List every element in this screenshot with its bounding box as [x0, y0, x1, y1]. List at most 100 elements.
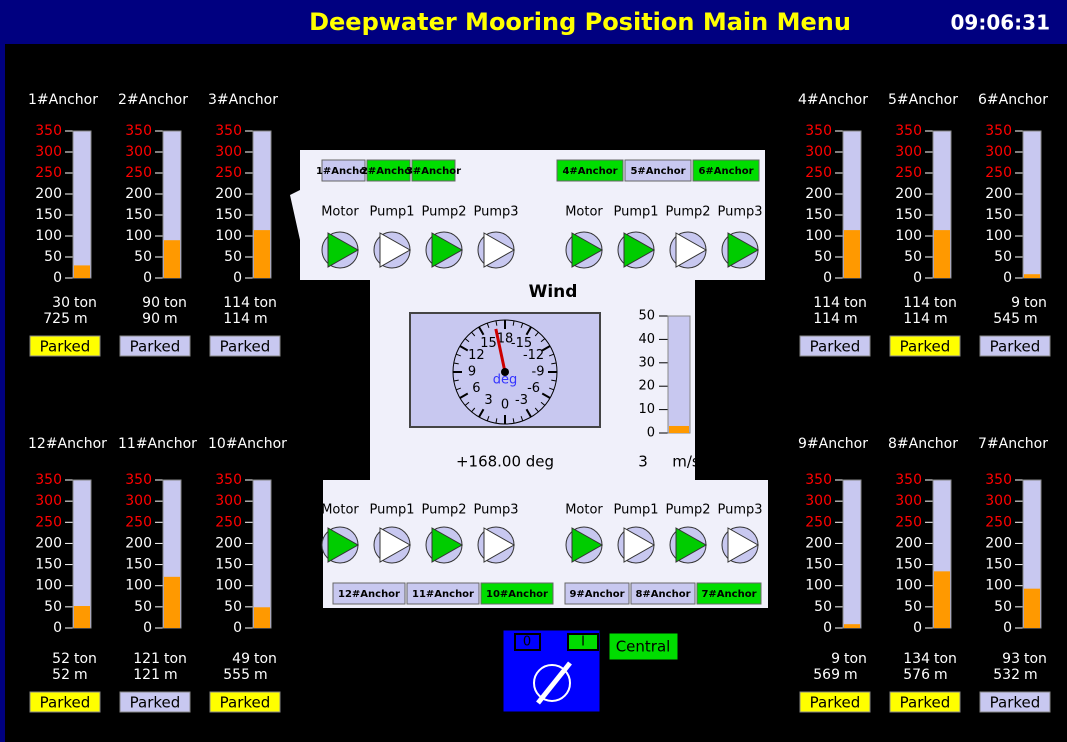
anchor-select-button[interactable]: [480, 582, 554, 605]
tension-unit: ton: [164, 295, 187, 311]
status-box[interactable]: [209, 335, 281, 357]
length-unit: m: [254, 667, 268, 683]
scale-label: 150: [35, 207, 62, 223]
status-box[interactable]: [979, 691, 1051, 713]
dial-minor-tick: [471, 407, 476, 413]
tension-unit: ton: [1024, 295, 1047, 311]
anchor-select-label: 8#Anchor: [635, 589, 690, 600]
tension-bar: [844, 230, 860, 278]
wind-speed-reading: 3: [638, 453, 648, 471]
anchor-select-label: 12#Anchor: [338, 589, 400, 600]
anchor-select-label: 7#Anchor: [701, 589, 756, 600]
anchor-select-button[interactable]: [630, 582, 696, 605]
scale-label: 200: [895, 186, 922, 202]
length-value: 725: [43, 311, 70, 327]
scale-label: 200: [805, 186, 832, 202]
status-box[interactable]: [119, 691, 191, 713]
status-box[interactable]: [209, 691, 281, 713]
scale-label: 350: [35, 472, 62, 488]
length-value: 114: [223, 311, 250, 327]
length-value: 114: [813, 311, 840, 327]
status-label: Parked: [40, 694, 91, 712]
scale-label: 350: [215, 472, 242, 488]
gauge-track: [72, 130, 92, 279]
tension-unit: ton: [1024, 651, 1047, 667]
pump-indicator: [623, 527, 656, 563]
status-label: Parked: [810, 694, 861, 712]
anchor-select-label: 5#Anchor: [630, 166, 685, 177]
scale-label: 50: [814, 249, 832, 265]
anchor-select-button[interactable]: [411, 159, 456, 182]
length-value: 532: [993, 667, 1020, 683]
status-box[interactable]: [29, 691, 101, 713]
scale-label: 100: [805, 578, 832, 594]
dial-minor-tick: [453, 362, 459, 365]
pump-indicator: [327, 232, 360, 268]
status-box[interactable]: [29, 335, 101, 357]
status-box[interactable]: [889, 335, 961, 357]
status-box[interactable]: [119, 335, 191, 357]
switch-knob: [533, 664, 571, 702]
scale-label: 250: [805, 514, 832, 530]
scale-label: 150: [215, 557, 242, 573]
anchor-select-button[interactable]: [564, 582, 630, 605]
anchor-select-button[interactable]: [696, 582, 762, 605]
speed-scale-label: 30: [638, 355, 655, 370]
tension-value: 114: [223, 295, 250, 311]
pump-indicator: [623, 232, 656, 268]
dial-minor-tick: [540, 338, 546, 343]
scale-label: 300: [895, 493, 922, 509]
anchor-select-button[interactable]: [556, 159, 624, 182]
scale-label: 300: [805, 493, 832, 509]
anchor-select-button[interactable]: [692, 159, 760, 182]
dial-minor-tick: [486, 415, 490, 422]
scale-label: 150: [125, 207, 152, 223]
pump-label: Pump2: [665, 205, 710, 220]
status-label: Parked: [220, 694, 271, 712]
scale-label: 200: [805, 535, 832, 551]
length-value: 114: [903, 311, 930, 327]
scale-label: 300: [35, 493, 62, 509]
dial-label: 6: [472, 381, 480, 396]
dial-label: -9: [532, 365, 545, 380]
status-label: Parked: [40, 338, 91, 356]
status-box[interactable]: [799, 691, 871, 713]
pump-indicator: [675, 527, 708, 563]
dial-tick: [525, 326, 532, 336]
scale-label: 100: [215, 228, 242, 244]
status-box[interactable]: [889, 691, 961, 713]
tension-unit: ton: [934, 295, 957, 311]
gauge-track: [252, 479, 272, 629]
dial-label: -6: [527, 381, 540, 396]
left-border: [0, 0, 5, 742]
anchor-select-button[interactable]: [366, 159, 411, 182]
dial-minor-tick: [520, 415, 524, 422]
wind-title: Wind: [529, 282, 578, 302]
scale-label: 350: [805, 472, 832, 488]
scale-label: 200: [985, 186, 1012, 202]
tension-bar: [844, 624, 860, 628]
tension-value: 9: [831, 651, 840, 667]
status-box[interactable]: [799, 335, 871, 357]
scale-label: 300: [215, 493, 242, 509]
scale-label: 300: [805, 144, 832, 160]
scale-label: 50: [224, 249, 242, 265]
scale-label: 250: [215, 165, 242, 181]
status-box[interactable]: [979, 335, 1051, 357]
anchor-select-button[interactable]: [406, 582, 480, 605]
length-value: 52: [52, 667, 70, 683]
anchor-select-button[interactable]: [332, 582, 406, 605]
header-title: Deepwater Mooring Position Main Menu: [309, 8, 851, 36]
scale-label: 250: [125, 165, 152, 181]
central-button[interactable]: [608, 632, 679, 661]
dial-label: -15: [511, 336, 532, 351]
scale-label: 150: [805, 557, 832, 573]
switch-on-label: I: [581, 635, 585, 650]
anchor-select-button[interactable]: [624, 159, 692, 182]
anchor-select-label: 1#Anchor: [316, 166, 371, 177]
tension-bar: [1024, 274, 1040, 278]
anchor-select-button[interactable]: [321, 159, 366, 182]
tension-bar: [254, 607, 270, 628]
dial-minor-tick: [464, 338, 470, 343]
scale-label: 50: [134, 599, 152, 615]
